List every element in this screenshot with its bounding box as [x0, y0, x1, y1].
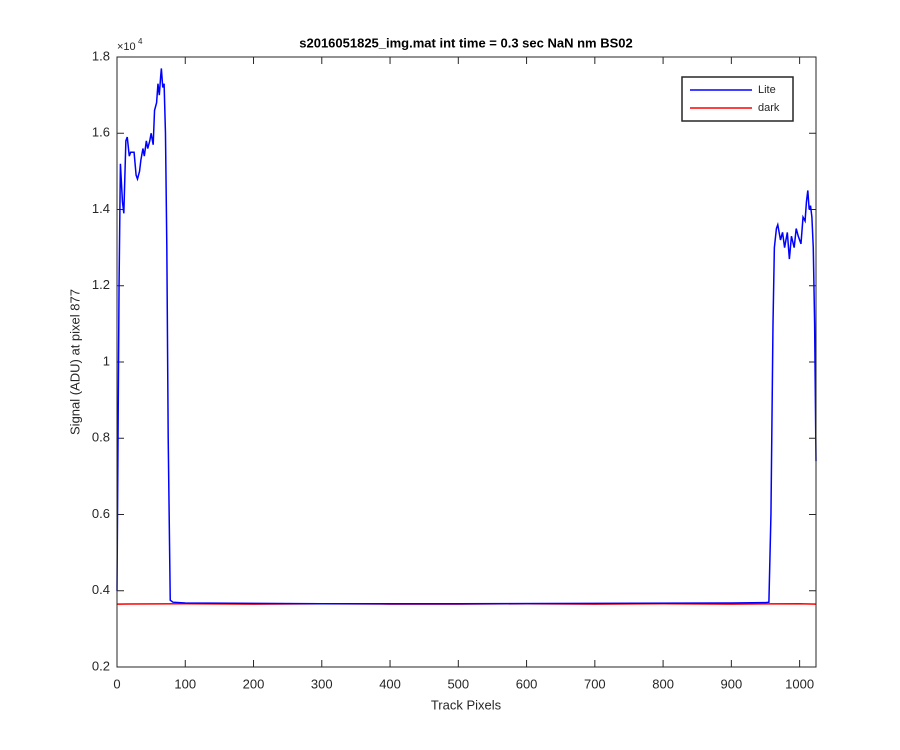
y-tick-label: 0.8 [92, 430, 110, 445]
x-tick-label: 900 [721, 676, 743, 691]
chart-title: s2016051825_img.mat int time = 0.3 sec N… [299, 35, 633, 50]
x-tick-label: 0 [113, 676, 120, 691]
x-tick-label: 600 [516, 676, 538, 691]
x-tick-label: 100 [174, 676, 196, 691]
legend-box [681, 76, 794, 122]
plot-area [117, 57, 816, 667]
legend-label: Lite [758, 84, 776, 96]
y-tick-label: 0.2 [92, 658, 110, 673]
y-tick-label: 1.4 [92, 201, 110, 216]
x-tick-label: 300 [311, 676, 333, 691]
y-tick-label: 0.6 [92, 506, 110, 521]
y-tick-label: 1 [103, 353, 110, 368]
legend-label: dark [758, 102, 780, 114]
y-tick-label: 1.8 [92, 48, 110, 63]
y-tick-label: 1.2 [92, 277, 110, 292]
y-axis-label: Signal (ADU) at pixel 877 [67, 289, 82, 435]
x-tick-label: 400 [379, 676, 401, 691]
y-tick-label: 0.4 [92, 582, 110, 597]
axes-box [116, 56, 817, 668]
data-line [116, 68, 817, 605]
x-tick-label: 800 [652, 676, 674, 691]
x-tick-label: 1000 [785, 676, 814, 691]
x-tick-label: 700 [584, 676, 606, 691]
y-exponent-base: ×10 [117, 41, 136, 53]
y-exponent: 4 [138, 37, 143, 46]
y-tick-label: 1.6 [92, 125, 110, 140]
x-tick-label: 500 [447, 676, 469, 691]
x-tick-label: 200 [243, 676, 265, 691]
x-axis-label: Track Pixels [431, 697, 502, 712]
